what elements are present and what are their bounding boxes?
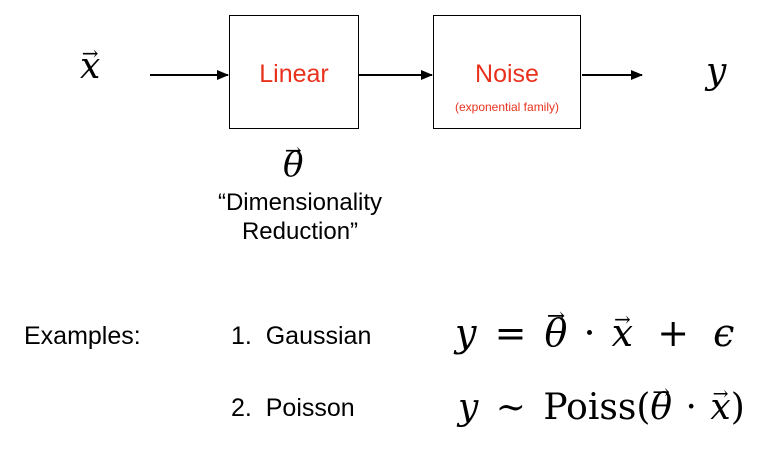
formula-close-paren: ) [730,387,745,428]
formula-dot: · [685,387,697,428]
vector-arrow-accent: → [81,41,99,65]
examples-heading: Examples: [24,322,141,350]
formula-epsilon: ϵ [713,311,735,355]
formula-equals: = [494,311,527,355]
input-x-vector: → x [80,41,101,89]
theta-symbol: θ [283,145,304,185]
linear-box: Linear [229,15,359,129]
gaussian-formula: y = → θ · → x + ϵ [455,304,735,358]
vector-arrow-accent: → [712,383,729,405]
formula-theta: θ [544,311,568,355]
formula-x: x [710,387,731,428]
noise-sublabel: (exponential family) [454,100,560,114]
caption-line-1: “Dimensionality [217,189,383,216]
example-1-label: 1. Gaussian [231,322,372,350]
theta-vector: → θ [283,138,304,185]
vector-arrow-accent: → [652,380,671,404]
formula-dot: · [583,311,596,355]
formula-sim: ∼ [495,387,526,428]
caption-line-2: Reduction” [241,218,359,245]
noise-box: Noise (exponential family) [433,15,581,129]
input-symbol: x [80,46,101,87]
formula-lhs: y [458,387,479,428]
linear-label: Linear [259,60,329,88]
parameter-caption: “Dimensionality Reduction” [190,188,410,246]
poisson-formula: y ∼ Poiss( → θ · → x ) [458,380,745,433]
example-2-label: 2. Poisson [231,394,355,422]
noise-label: Noise [475,60,539,88]
formula-plus: + [657,311,690,355]
formula-theta: θ [650,387,673,428]
vector-arrow-accent: → [614,307,631,331]
formula-lhs: y [455,311,477,355]
formula-x: x [611,311,634,355]
formula-poiss: Poiss( [543,387,651,428]
output-y: y [706,51,727,92]
vector-arrow-accent: → [284,138,302,162]
vector-arrow-accent: → [546,304,566,329]
